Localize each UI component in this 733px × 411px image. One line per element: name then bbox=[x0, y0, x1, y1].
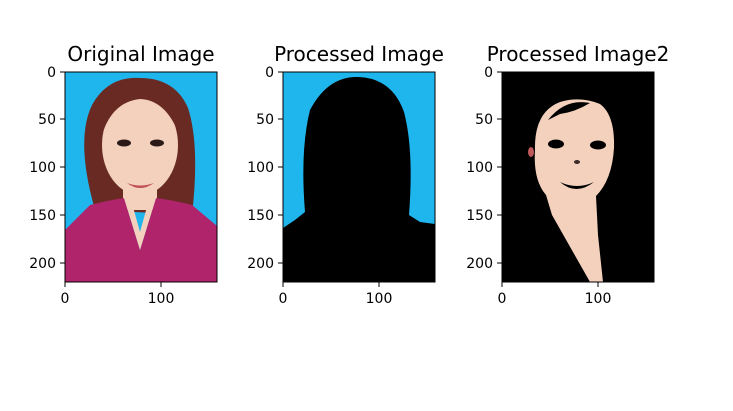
y-tick-label: 200 bbox=[466, 256, 493, 272]
x-axis: 0 100 bbox=[279, 282, 393, 307]
y-axis: 0 50 100 150 200 bbox=[29, 65, 65, 272]
silhouette bbox=[283, 76, 435, 282]
panel-original-image: Original Image 0 bbox=[29, 42, 218, 307]
face bbox=[102, 95, 178, 195]
y-axis: 0 50 100 150 200 bbox=[247, 65, 283, 272]
panel-processed-image2: Processed Image2 0 50 100 bbox=[466, 42, 669, 307]
x-tick-label: 100 bbox=[585, 291, 612, 307]
y-tick-label: 50 bbox=[256, 112, 274, 128]
mouth bbox=[127, 183, 154, 188]
x-tick-label: 0 bbox=[498, 291, 507, 307]
x-tick-label: 100 bbox=[366, 291, 393, 307]
panel-title: Processed Image bbox=[274, 42, 444, 66]
fringe bbox=[101, 86, 178, 135]
y-axis: 0 50 100 150 200 bbox=[466, 65, 502, 272]
fringe-dark bbox=[548, 102, 590, 120]
x-tick-label: 0 bbox=[61, 291, 70, 307]
y-tick-label: 0 bbox=[265, 65, 274, 81]
y-tick-label: 100 bbox=[466, 160, 493, 176]
y-tick-label: 100 bbox=[247, 160, 274, 176]
processed-photo-2 bbox=[502, 72, 654, 282]
y-tick-label: 200 bbox=[247, 256, 274, 272]
y-tick-label: 150 bbox=[466, 208, 493, 224]
y-tick-label: 200 bbox=[29, 256, 56, 272]
x-axis: 0 100 bbox=[498, 282, 612, 307]
collar-skin bbox=[124, 196, 156, 250]
processed-photo bbox=[283, 72, 435, 282]
y-tick-label: 0 bbox=[47, 65, 56, 81]
x-axis: 0 100 bbox=[61, 282, 175, 307]
y-tick-label: 0 bbox=[484, 65, 493, 81]
left-eye bbox=[117, 139, 131, 147]
ear bbox=[528, 147, 534, 157]
panel-title: Original Image bbox=[67, 42, 214, 66]
panel-processed-image: Processed Image 0 50 100 150 200 0 100 bbox=[247, 42, 444, 307]
y-tick-label: 150 bbox=[29, 208, 56, 224]
y-tick-label: 50 bbox=[475, 112, 493, 128]
x-tick-label: 0 bbox=[279, 291, 288, 307]
y-tick-label: 150 bbox=[247, 208, 274, 224]
nose bbox=[574, 160, 580, 164]
y-tick-label: 50 bbox=[38, 112, 56, 128]
axes-frame bbox=[64, 71, 218, 283]
left-eye bbox=[548, 139, 564, 149]
x-tick-label: 100 bbox=[148, 291, 175, 307]
y-tick-label: 100 bbox=[29, 160, 56, 176]
right-eye bbox=[590, 140, 606, 150]
original-photo bbox=[65, 72, 217, 282]
axes-frame bbox=[501, 71, 655, 283]
jacket bbox=[65, 198, 217, 282]
panel-title: Processed Image2 bbox=[487, 42, 670, 66]
axes-frame bbox=[282, 71, 436, 283]
mouth bbox=[560, 182, 594, 189]
right-eye bbox=[150, 139, 164, 147]
